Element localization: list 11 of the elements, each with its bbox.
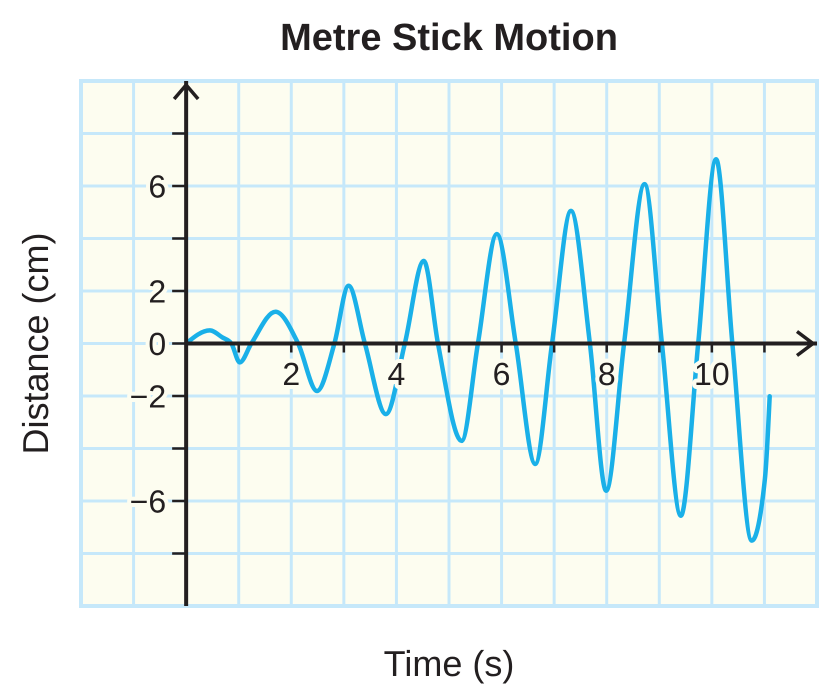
y-tick-label: 2 xyxy=(148,274,166,310)
chart-title: Metre Stick Motion xyxy=(280,17,618,59)
y-tick-label: 0 xyxy=(148,326,166,362)
y-tick-label: −2 xyxy=(130,378,166,415)
x-tick-label: 2 xyxy=(282,356,300,392)
x-tick-label: 8 xyxy=(598,356,616,392)
y-tick-label: 6 xyxy=(148,168,166,205)
y-tick-label: −6 xyxy=(130,484,166,520)
x-axis-title: Time (s) xyxy=(384,643,514,684)
x-tick-label: 6 xyxy=(492,356,510,392)
y-axis-title: Distance (cm) xyxy=(15,232,56,455)
